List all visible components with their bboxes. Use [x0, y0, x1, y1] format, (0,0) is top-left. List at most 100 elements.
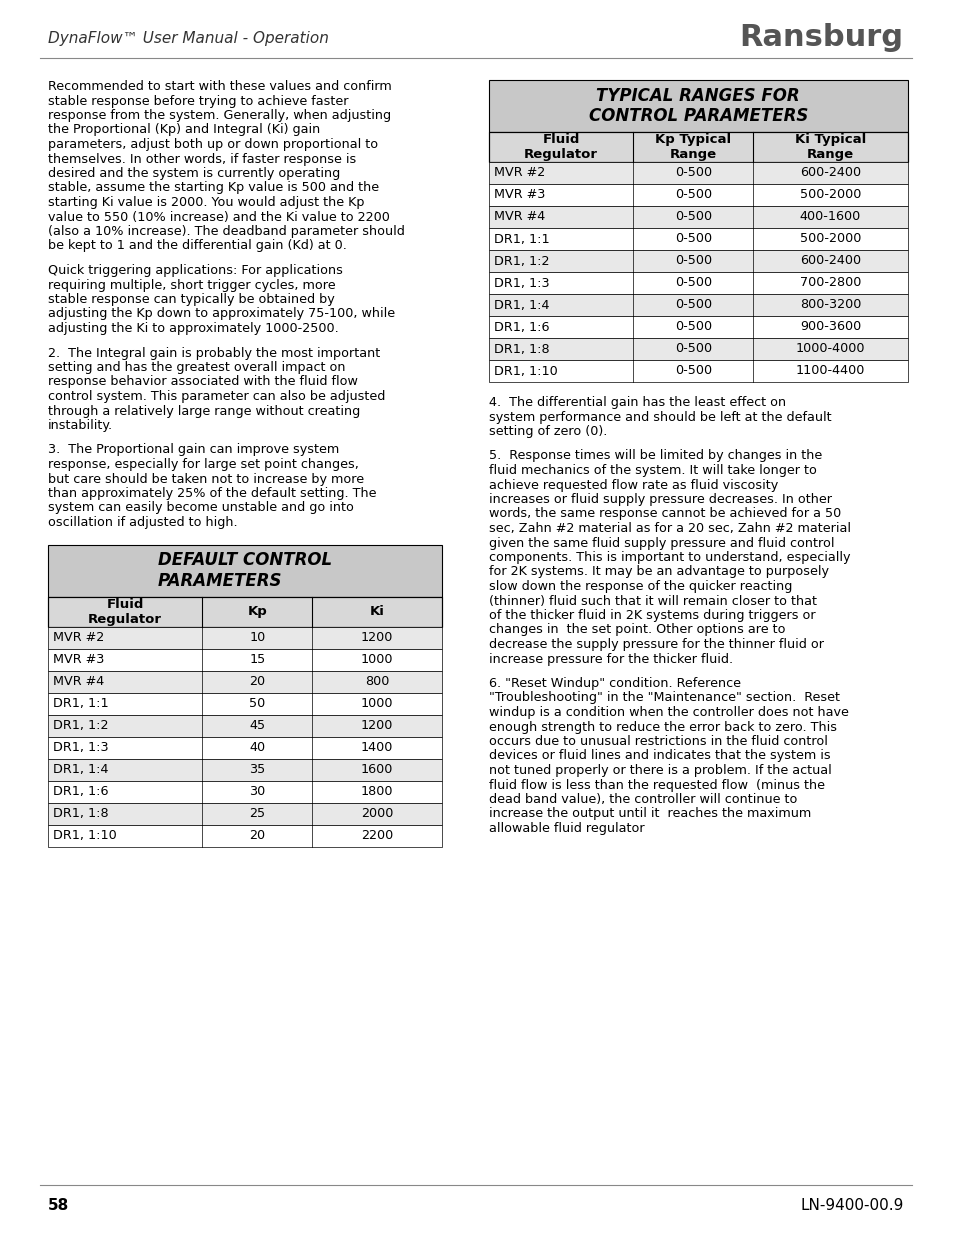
Text: 1200: 1200: [360, 719, 393, 732]
Text: 58: 58: [48, 1198, 69, 1213]
Text: 0-500: 0-500: [674, 342, 711, 356]
Text: fluid flow is less than the requested flow  (minus the: fluid flow is less than the requested fl…: [488, 778, 824, 792]
Text: MVR #2: MVR #2: [494, 167, 544, 179]
Bar: [48, 626, 441, 648]
Text: 25: 25: [249, 806, 265, 820]
Bar: [488, 359, 906, 382]
Bar: [488, 228, 906, 249]
Text: 2.  The Integral gain is probably the most important: 2. The Integral gain is probably the mos…: [48, 347, 379, 359]
Text: (thinner) fluid such that it will remain closer to that: (thinner) fluid such that it will remain…: [488, 594, 816, 608]
Text: parameters, adjust both up or down proportional to: parameters, adjust both up or down propo…: [48, 138, 377, 151]
Bar: [488, 316, 906, 338]
Text: DR1, 1:3: DR1, 1:3: [52, 741, 109, 755]
Text: "Troubleshooting" in the "Maintenance" section.  Reset: "Troubleshooting" in the "Maintenance" s…: [488, 692, 839, 704]
Text: 2000: 2000: [360, 806, 393, 820]
Text: 1000: 1000: [360, 697, 393, 710]
Text: control system. This parameter can also be adjusted: control system. This parameter can also …: [48, 390, 385, 403]
Text: 600-2400: 600-2400: [799, 167, 860, 179]
Text: adjusting the Ki to approximately 1000-2500.: adjusting the Ki to approximately 1000-2…: [48, 322, 338, 335]
Text: DEFAULT CONTROL
PARAMETERS: DEFAULT CONTROL PARAMETERS: [157, 551, 332, 590]
Bar: [488, 162, 906, 184]
Text: starting Ki value is 2000. You would adjust the Kp: starting Ki value is 2000. You would adj…: [48, 196, 364, 209]
Bar: [48, 545, 441, 597]
Text: 1100-4400: 1100-4400: [795, 364, 864, 378]
Text: DynaFlow™ User Manual - Operation: DynaFlow™ User Manual - Operation: [48, 31, 329, 46]
Text: increase pressure for the thicker fluid.: increase pressure for the thicker fluid.: [488, 652, 732, 666]
Text: DR1, 1:10: DR1, 1:10: [494, 364, 557, 378]
Text: DR1, 1:8: DR1, 1:8: [52, 806, 109, 820]
Text: DR1, 1:8: DR1, 1:8: [494, 342, 549, 356]
Text: DR1, 1:3: DR1, 1:3: [494, 277, 549, 289]
Text: 0-500: 0-500: [674, 189, 711, 201]
Text: 0-500: 0-500: [674, 299, 711, 311]
Text: 0-500: 0-500: [674, 254, 711, 268]
Text: 1600: 1600: [360, 763, 393, 776]
Text: 4.  The differential gain has the least effect on: 4. The differential gain has the least e…: [488, 396, 785, 409]
Text: LN-9400-00.9: LN-9400-00.9: [800, 1198, 902, 1213]
Bar: [48, 693, 441, 715]
Text: stable response before trying to achieve faster: stable response before trying to achieve…: [48, 95, 348, 107]
Bar: [488, 272, 906, 294]
Bar: [488, 184, 906, 206]
Bar: [48, 597, 441, 626]
Text: allowable fluid regulator: allowable fluid regulator: [488, 823, 643, 835]
Text: MVR #3: MVR #3: [494, 189, 544, 201]
Text: MVR #2: MVR #2: [52, 631, 104, 643]
Bar: [48, 671, 441, 693]
Bar: [488, 294, 906, 316]
Text: Kp Typical
Range: Kp Typical Range: [655, 133, 731, 161]
Text: 0-500: 0-500: [674, 232, 711, 246]
Bar: [488, 249, 906, 272]
Text: 50: 50: [249, 697, 265, 710]
Text: achieve requested flow rate as fluid viscosity: achieve requested flow rate as fluid vis…: [488, 478, 778, 492]
Text: 0-500: 0-500: [674, 277, 711, 289]
Text: components. This is important to understand, especially: components. This is important to underst…: [488, 551, 849, 564]
Text: 3.  The Proportional gain can improve system: 3. The Proportional gain can improve sys…: [48, 443, 338, 457]
Text: Ransburg: Ransburg: [739, 23, 902, 53]
Text: DR1, 1:6: DR1, 1:6: [494, 321, 549, 333]
Text: sec, Zahn #2 material as for a 20 sec, Zahn #2 material: sec, Zahn #2 material as for a 20 sec, Z…: [488, 522, 850, 535]
Text: stable, assume the starting Kp value is 500 and the: stable, assume the starting Kp value is …: [48, 182, 378, 194]
Text: DR1, 1:1: DR1, 1:1: [52, 697, 109, 710]
Text: 40: 40: [249, 741, 265, 755]
Text: TYPICAL RANGES FOR
CONTROL PARAMETERS: TYPICAL RANGES FOR CONTROL PARAMETERS: [588, 86, 807, 126]
Text: 700-2800: 700-2800: [799, 277, 861, 289]
Bar: [488, 206, 906, 228]
Text: 1000-4000: 1000-4000: [795, 342, 864, 356]
Text: words, the same response cannot be achieved for a 50: words, the same response cannot be achie…: [488, 508, 841, 520]
Text: DR1, 1:2: DR1, 1:2: [494, 254, 549, 268]
Text: 600-2400: 600-2400: [799, 254, 860, 268]
Text: 15: 15: [249, 653, 265, 666]
Text: stable response can typically be obtained by: stable response can typically be obtaine…: [48, 293, 335, 306]
Text: 2200: 2200: [360, 829, 393, 842]
Text: increase the output until it  reaches the maximum: increase the output until it reaches the…: [488, 808, 810, 820]
Text: themselves. In other words, if faster response is: themselves. In other words, if faster re…: [48, 152, 355, 165]
Text: not tuned properly or there is a problem. If the actual: not tuned properly or there is a problem…: [488, 764, 831, 777]
Text: Quick triggering applications: For applications: Quick triggering applications: For appli…: [48, 264, 342, 277]
Text: DR1, 1:10: DR1, 1:10: [52, 829, 116, 842]
Text: 500-2000: 500-2000: [799, 189, 861, 201]
Text: setting of zero (0).: setting of zero (0).: [488, 425, 606, 438]
Bar: [48, 758, 441, 781]
Text: given the same fluid supply pressure and fluid control: given the same fluid supply pressure and…: [488, 536, 833, 550]
Text: adjusting the Kp down to approximately 75-100, while: adjusting the Kp down to approximately 7…: [48, 308, 395, 321]
Text: 5.  Response times will be limited by changes in the: 5. Response times will be limited by cha…: [488, 450, 821, 462]
Text: 10: 10: [249, 631, 265, 643]
Text: (also a 10% increase). The deadband parameter should: (also a 10% increase). The deadband para…: [48, 225, 404, 238]
Text: Fluid
Regulator: Fluid Regulator: [523, 133, 598, 161]
Text: DR1, 1:2: DR1, 1:2: [52, 719, 109, 732]
Text: changes in  the set point. Other options are to: changes in the set point. Other options …: [488, 624, 784, 636]
Bar: [48, 803, 441, 825]
Text: through a relatively large range without creating: through a relatively large range without…: [48, 405, 359, 417]
Text: 0-500: 0-500: [674, 364, 711, 378]
Bar: [488, 80, 906, 132]
Text: DR1, 1:1: DR1, 1:1: [494, 232, 549, 246]
Bar: [488, 338, 906, 359]
Text: 45: 45: [249, 719, 265, 732]
Text: Ki: Ki: [369, 605, 384, 618]
Text: 900-3600: 900-3600: [799, 321, 861, 333]
Bar: [48, 648, 441, 671]
Text: response behavior associated with the fluid flow: response behavior associated with the fl…: [48, 375, 357, 389]
Bar: [48, 736, 441, 758]
Text: 1000: 1000: [360, 653, 393, 666]
